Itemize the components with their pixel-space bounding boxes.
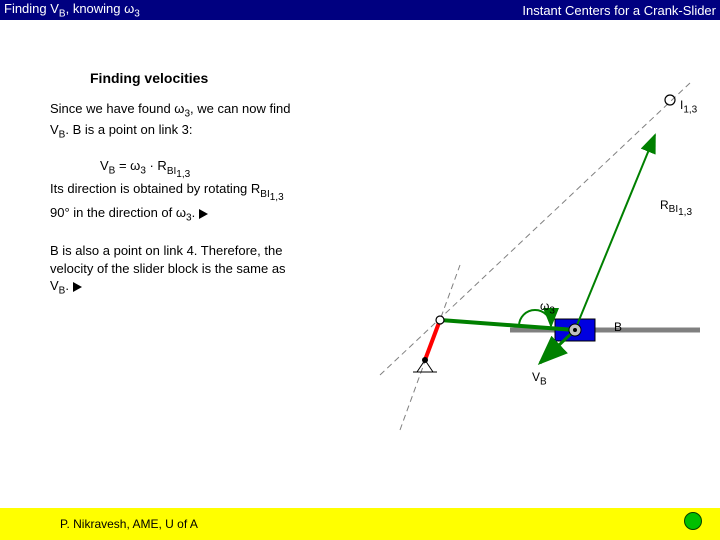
paragraph-2: Its direction is obtained by rotating RB… [50, 180, 300, 225]
next-button[interactable] [684, 512, 702, 530]
label-b: B [614, 320, 622, 334]
title-right: Instant Centers for a Crank-Slider [522, 3, 716, 18]
section-heading: Finding velocities [90, 70, 208, 86]
crank-slider-diagram: I1,3 RBI1,3 ω3 B VB [360, 30, 710, 430]
label-rbi: RBI1,3 [660, 198, 692, 218]
label-vb: VB [532, 370, 547, 387]
content-area: Finding velocities Since we have found ω… [0, 20, 720, 508]
paragraph-3: B is also a point on link 4. Therefore, … [50, 242, 300, 298]
label-omega3: ω3 [540, 299, 555, 316]
title-bar: Finding VB, knowing ω3 Instant Centers f… [0, 0, 720, 20]
construction-line-1 [360, 30, 380, 375]
paragraph-1: Since we have found ω3, we can now find … [50, 100, 300, 142]
title-left: Finding VB, knowing ω3 [4, 1, 140, 20]
formula-vb: VB = ω3 · RBI1,3 [100, 158, 190, 180]
footer-bar: P. Nikravesh, AME, U of A [0, 508, 720, 540]
label-i13: I1,3 [680, 98, 697, 115]
footer-credit: P. Nikravesh, AME, U of A [60, 517, 198, 531]
